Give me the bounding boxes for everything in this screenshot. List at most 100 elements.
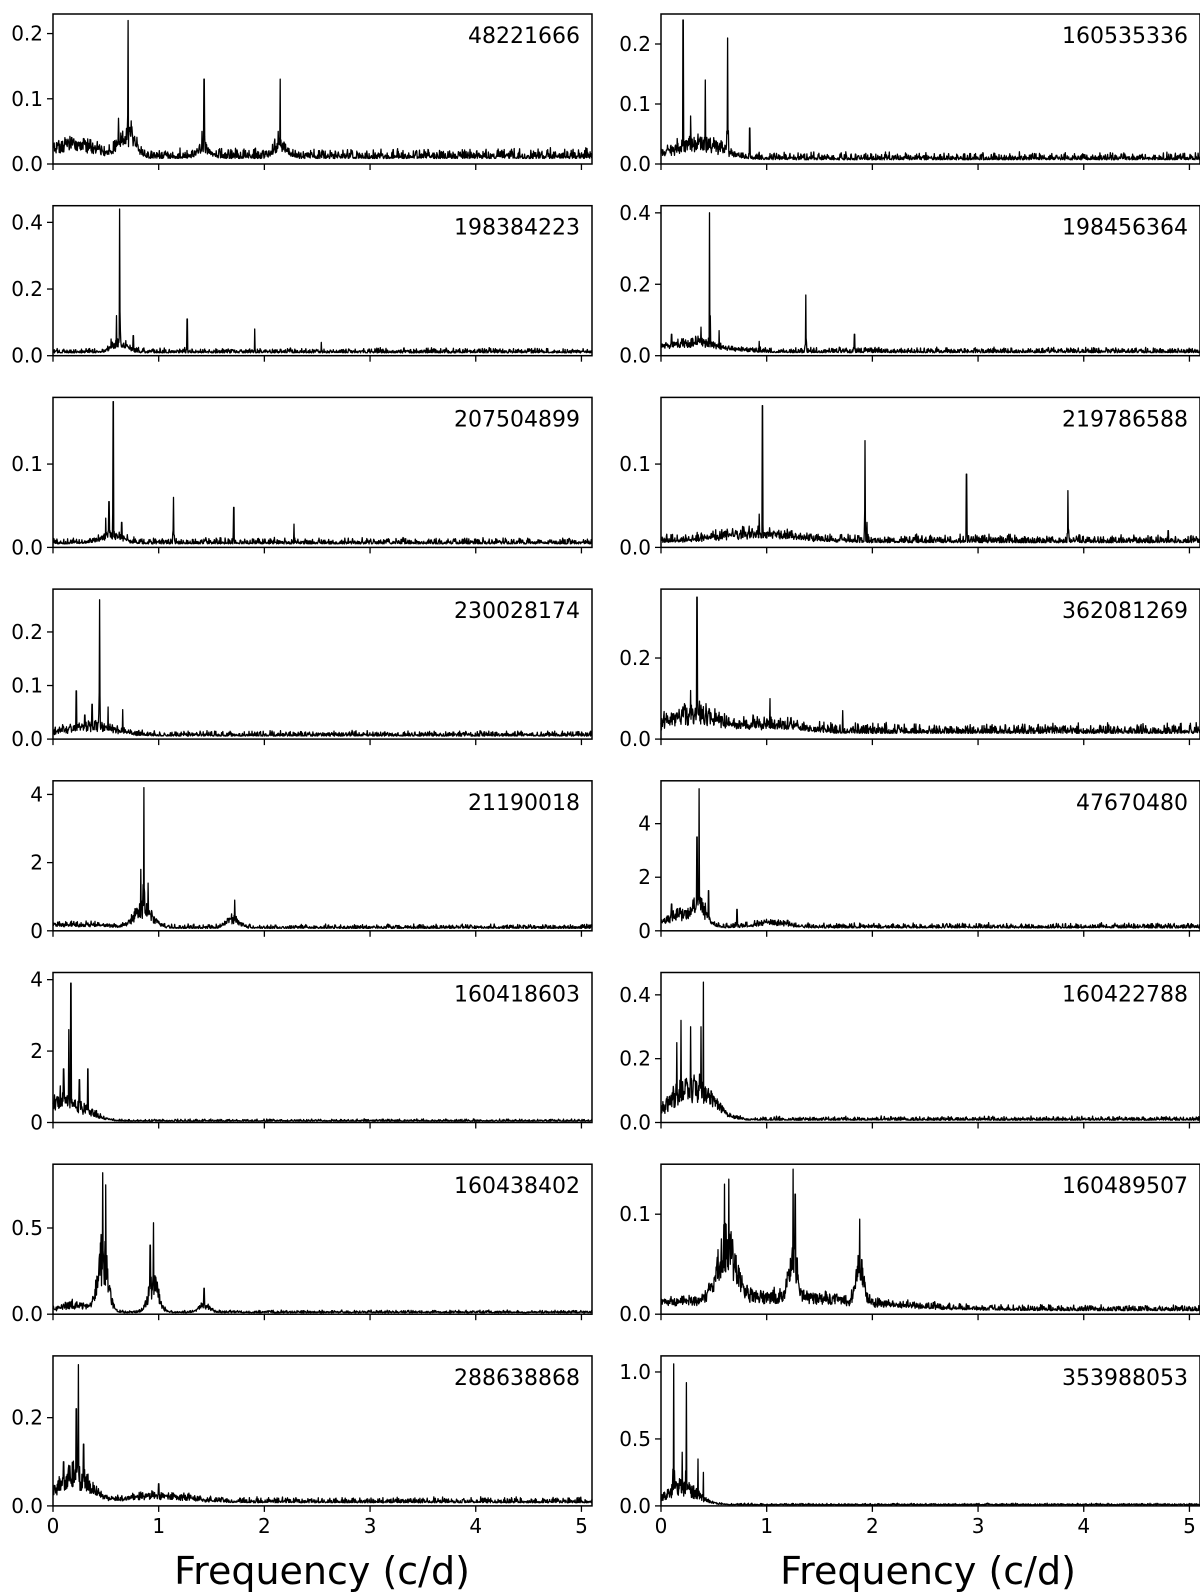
- y-tick-label: 0: [638, 919, 651, 943]
- panel-160438402: 0.0 0.5 160438402: [11, 1163, 593, 1326]
- x-tick-label: 2: [866, 1514, 879, 1538]
- y-tick-label: 0: [30, 919, 43, 943]
- plot-frame: [660, 588, 1200, 740]
- series-line-230028174: [52, 599, 593, 737]
- plot-frame: [660, 1163, 1200, 1315]
- y-tick-label: 0.2: [619, 32, 651, 56]
- panel-label: 21190018: [468, 791, 580, 816]
- panel-160422788: 0.0 0.2 0.4 160422788: [619, 971, 1200, 1135]
- x-tick-label: 3: [364, 1514, 377, 1538]
- y-tick-label: 0.0: [11, 344, 43, 368]
- panel-353988053: 0.0 0.5 1.0 0 1 2 3 4 5 353988053: [619, 1355, 1200, 1538]
- y-tick-label: 0.2: [619, 1047, 651, 1071]
- panel-21190018: 0 2 4 21190018: [30, 780, 593, 943]
- x-tick-label: 1: [760, 1514, 773, 1538]
- y-tick-label: 4: [30, 968, 43, 992]
- plot-frame: [52, 13, 593, 165]
- y-tick-label: 0.2: [619, 646, 651, 670]
- panel-label: 160489507: [1062, 1174, 1188, 1199]
- plot-frame: [660, 1355, 1200, 1507]
- y-tick-label: 0.1: [619, 1202, 651, 1226]
- panel-160535336: 0.0 0.1 0.2 160535336: [619, 13, 1200, 176]
- plot-frame: [660, 971, 1200, 1124]
- plot-frame: [660, 204, 1200, 357]
- y-tick-label: 0.1: [619, 92, 651, 116]
- y-tick-label: 0.0: [619, 344, 651, 368]
- y-tick-label: 2: [30, 1039, 43, 1063]
- y-tick-label: 0.0: [619, 727, 651, 751]
- panel-label: 160422788: [1062, 983, 1188, 1008]
- series-line-21190018: [52, 786, 593, 930]
- panel-label: 288638868: [454, 1366, 580, 1391]
- y-tick-label: 0.2: [619, 272, 651, 296]
- y-tick-label: 0.0: [619, 1494, 651, 1518]
- series-line-160438402: [52, 1172, 593, 1314]
- y-tick-label: 0.5: [619, 1427, 651, 1451]
- x-tick-label: 5: [575, 1514, 588, 1538]
- plot-frame: [52, 396, 593, 549]
- series-line-362081269: [660, 596, 1200, 735]
- panel-160418603: 0 2 4 160418603: [30, 968, 593, 1135]
- series-line-48221666: [52, 19, 593, 160]
- y-tick-label: 4: [638, 812, 651, 836]
- y-tick-label: 0.2: [11, 22, 43, 46]
- y-tick-label: 0.0: [619, 152, 651, 176]
- y-tick-label: 1.0: [619, 1360, 651, 1384]
- series-line-198384223: [52, 208, 593, 354]
- series-line-198456364: [660, 212, 1200, 354]
- x-tick-label: 2: [258, 1514, 271, 1538]
- y-tick-label: 0.1: [11, 452, 43, 476]
- y-tick-label: 0.1: [11, 674, 43, 698]
- panel-198384223: 0.0 0.2 0.4 198384223: [11, 204, 593, 368]
- y-tick-label: 0.0: [11, 727, 43, 751]
- panel-label: 160438402: [454, 1174, 580, 1199]
- series-line-288638868: [52, 1364, 593, 1504]
- panel-label: 219786588: [1062, 407, 1188, 432]
- plot-frame: [660, 396, 1200, 549]
- plot-frame: [52, 971, 593, 1124]
- y-tick-label: 0.1: [11, 87, 43, 111]
- series-line-353988053: [660, 1363, 1200, 1506]
- plot-frame: [52, 1355, 593, 1507]
- y-tick-label: 0.4: [619, 983, 651, 1007]
- y-tick-label: 0.4: [619, 201, 651, 225]
- panel-207504899: 0.0 0.1 207504899: [11, 396, 593, 559]
- x-tick-label: 3: [972, 1514, 985, 1538]
- y-tick-label: 0.0: [619, 535, 651, 559]
- plot-frame: [52, 204, 593, 357]
- panel-230028174: 0.0 0.1 0.2 230028174: [11, 588, 593, 751]
- x-tick-label: 0: [655, 1514, 668, 1538]
- plot-frame: [660, 13, 1200, 165]
- panel-label: 362081269: [1062, 599, 1188, 624]
- series-line-160489507: [660, 1168, 1200, 1312]
- panel-label: 207504899: [454, 407, 580, 432]
- panel-label: 48221666: [468, 24, 580, 49]
- x-tick-label: 0: [47, 1514, 60, 1538]
- x-tick-label: 5: [1183, 1514, 1196, 1538]
- plot-frame: [52, 1163, 593, 1315]
- y-tick-label: 0.0: [11, 535, 43, 559]
- panel-48221666: 0.0 0.1 0.2 48221666: [11, 13, 593, 176]
- y-tick-label: 0.0: [11, 1302, 43, 1326]
- panel-label: 47670480: [1076, 791, 1188, 816]
- panel-160489507: 0.0 0.1 160489507: [619, 1163, 1200, 1326]
- x-tick-label: 4: [1077, 1514, 1090, 1538]
- y-tick-label: 2: [638, 865, 651, 889]
- plot-frame: [52, 780, 593, 932]
- plot-frame: [52, 588, 593, 740]
- y-tick-label: 0.0: [11, 152, 43, 176]
- panel-label: 160535336: [1062, 24, 1188, 49]
- panel-label: 198456364: [1062, 216, 1188, 241]
- x-tick-label: 1: [152, 1514, 165, 1538]
- panel-47670480: 0 2 4 47670480: [638, 780, 1200, 943]
- y-tick-label: 0.0: [619, 1111, 651, 1135]
- series-line-160535336: [660, 19, 1200, 161]
- series-line-47670480: [660, 788, 1200, 929]
- series-line-160418603: [52, 982, 593, 1122]
- y-tick-label: 0: [30, 1111, 43, 1135]
- series-line-219786588: [660, 405, 1200, 544]
- panel-219786588: 0.0 0.1 219786588: [619, 396, 1200, 559]
- y-tick-label: 0.1: [619, 452, 651, 476]
- panel-label: 353988053: [1062, 1366, 1188, 1391]
